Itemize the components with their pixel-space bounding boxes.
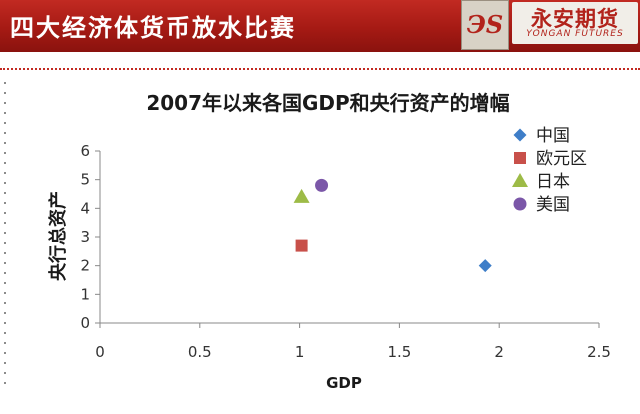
legend-marker-diamond [513,128,527,142]
company-name: 永安期货 [531,7,619,31]
y-tick-label: 2 [80,257,90,275]
y-tick-label: 3 [80,228,90,246]
y-tick-label: 4 [80,199,90,217]
chart-axes: 0 1 2 3 4 5 6 0 0.5 1 1.5 2 2.5 [80,142,610,361]
x-tick-label: 2.5 [587,343,611,361]
y-tick-label: 1 [80,285,90,303]
y-axis-label: 央行总资产 [47,191,69,281]
decorative-dot-border [4,78,6,388]
legend-marker-square [514,152,526,164]
y-tick-label: 0 [80,314,90,332]
y-tick-label: 6 [80,142,90,160]
company-logo: 永安期货 YONGAN FUTURES [512,2,638,44]
divider [0,68,640,70]
x-tick-label: 1 [295,343,305,361]
company-logo-icon: ЭS [461,0,509,50]
x-tick-label: 0 [95,343,105,361]
legend-label: 美国 [536,195,570,215]
legend-label: 日本 [536,172,570,192]
x-tick-label: 2 [494,343,504,361]
data-point-square [295,239,308,252]
legend-label: 中国 [536,126,570,146]
legend-marker-circle [513,197,527,211]
data-point-triangle [293,188,310,203]
x-tick-label: 1.5 [387,343,411,361]
company-name-english: YONGAN FUTURES [526,29,624,39]
chart-marks [293,178,492,273]
chart-title: 2007年以来各国GDP和央行资产的增幅 [146,91,509,115]
y-tick-label: 5 [80,171,90,189]
data-point-circle [315,178,329,192]
x-tick-label: 0.5 [188,343,212,361]
legend-marker-triangle [512,173,528,187]
legend-label: 欧元区 [536,149,587,169]
data-point-diamond [478,259,492,273]
x-axis-label: GDP [326,374,362,392]
title-banner: 四大经济体货币放水比赛 ЭS 永安期货 YONGAN FUTURES [0,0,640,52]
slide-title: 四大经济体货币放水比赛 [10,13,296,42]
